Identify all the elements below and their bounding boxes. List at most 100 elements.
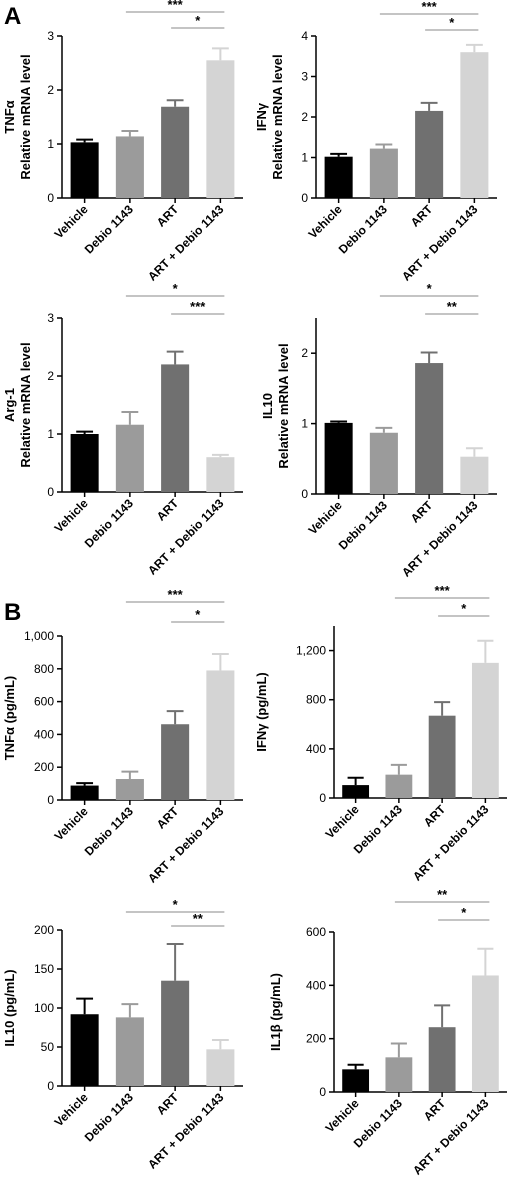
x-tick-label: ART — [154, 1090, 182, 1118]
significance-label: ** — [193, 911, 204, 926]
y-tick-label: 1 — [47, 137, 54, 151]
bar — [385, 774, 413, 798]
y-tick-label: 200 — [306, 1032, 326, 1046]
panel-letter-a: A — [4, 3, 21, 30]
x-tick-label: ART + Debio 1143 — [145, 1090, 227, 1172]
y-tick-label: 0 — [301, 487, 308, 501]
x-tick-label: Vehicle — [52, 804, 91, 843]
x-tick-label: ART + Debio 1143 — [145, 496, 227, 578]
y-tick-label: 200 — [34, 923, 54, 937]
bar — [161, 724, 190, 800]
y-tick-label: 0 — [47, 191, 54, 205]
bar — [70, 434, 99, 492]
x-tick-label: ART — [408, 202, 436, 230]
bar — [70, 142, 99, 198]
y-tick-label: 0 — [319, 1085, 326, 1099]
y-axis-label: Arg-1 — [2, 388, 17, 422]
significance-label: *** — [168, 587, 184, 602]
bar — [460, 456, 489, 494]
bar — [161, 980, 190, 1086]
y-tick-label: 3 — [47, 29, 54, 43]
y-tick-label: 2 — [47, 83, 54, 97]
y-tick-label: 100 — [34, 1001, 54, 1015]
y-tick-label: 0 — [301, 191, 308, 205]
x-tick-label: ART — [154, 804, 182, 832]
x-tick-label: Vehicle — [52, 1090, 91, 1129]
x-tick-label: Debio 1143 — [82, 202, 136, 256]
y-axis-label: TNFα (pg/mL) — [2, 676, 17, 761]
y-tick-label: 3 — [47, 311, 54, 325]
x-tick-label: ART — [408, 498, 436, 526]
bar — [70, 1014, 99, 1086]
y-tick-label: 50 — [41, 1040, 55, 1054]
y-axis-label: IL10 (pg/mL) — [2, 969, 17, 1046]
bar — [115, 779, 144, 800]
y-tick-label: 400 — [306, 742, 326, 756]
x-tick-label: Vehicle — [323, 1096, 362, 1135]
bar — [460, 52, 489, 199]
bar — [206, 670, 235, 800]
y-tick-label: 200 — [34, 760, 54, 774]
bar — [115, 136, 144, 198]
significance-label: *** — [190, 299, 206, 314]
significance-label: * — [461, 601, 467, 616]
x-tick-label: Debio 1143 — [82, 496, 136, 550]
x-tick-label: ART — [154, 496, 182, 524]
x-tick-label: ART + Debio 1143 — [410, 1096, 492, 1178]
y-axis-label: IL10 — [260, 393, 275, 419]
bar — [415, 363, 444, 494]
y-tick-label: 600 — [306, 925, 326, 939]
significance-label: * — [449, 15, 455, 30]
x-tick-label: Vehicle — [52, 202, 91, 241]
x-tick-label: Vehicle — [306, 498, 345, 537]
bar — [206, 457, 235, 492]
y-tick-label: 1,000 — [24, 629, 54, 643]
x-tick-label: ART — [421, 802, 449, 830]
y-tick-label: 4 — [301, 29, 308, 43]
significance-label: * — [427, 281, 433, 296]
significance-label: * — [173, 281, 179, 296]
y-tick-label: 3 — [301, 70, 308, 84]
significance-label: * — [195, 13, 201, 28]
x-tick-label: Debio 1143 — [82, 1090, 136, 1144]
x-tick-label: ART + Debio 1143 — [399, 498, 481, 580]
y-axis-label: Relative mRNA level — [18, 342, 33, 467]
y-tick-label: 2 — [301, 346, 308, 360]
bar — [369, 432, 398, 494]
significance-label: * — [173, 897, 179, 912]
x-tick-label: ART + Debio 1143 — [145, 202, 227, 284]
y-tick-label: 1 — [301, 151, 308, 165]
y-axis-label: IL1β (pg/mL) — [268, 973, 283, 1051]
y-tick-label: 1 — [47, 427, 54, 441]
bar — [161, 364, 190, 492]
bar — [115, 1017, 144, 1086]
y-axis-label: TNFα — [2, 100, 17, 133]
significance-label: *** — [168, 0, 184, 12]
bar — [428, 715, 456, 798]
y-axis-label: IFNγ (pg/mL) — [254, 672, 269, 751]
y-axis-label: Relative mRNA level — [18, 54, 33, 179]
y-tick-label: 0 — [319, 791, 326, 805]
bar — [161, 106, 190, 198]
bar — [70, 785, 99, 800]
significance-label: *** — [422, 0, 438, 14]
bar — [342, 1069, 370, 1092]
y-tick-label: 800 — [34, 662, 54, 676]
bar — [324, 422, 353, 494]
significance-label: * — [195, 607, 201, 622]
y-tick-label: 150 — [34, 962, 54, 976]
y-tick-label: 400 — [306, 978, 326, 992]
x-tick-label: ART — [421, 1096, 449, 1124]
chart-5: 0 200 400 600 800 1,000 TNFα (pg/mL) VehicleDeb… — [2, 587, 243, 886]
significance-label: * — [461, 905, 467, 920]
x-tick-label: ART + Debio 1143 — [410, 802, 492, 884]
significance-label: ** — [447, 299, 458, 314]
bar — [206, 1049, 235, 1086]
y-tick-label: 600 — [34, 695, 54, 709]
y-tick-label: 400 — [34, 727, 54, 741]
x-tick-label: Debio 1143 — [336, 498, 390, 552]
